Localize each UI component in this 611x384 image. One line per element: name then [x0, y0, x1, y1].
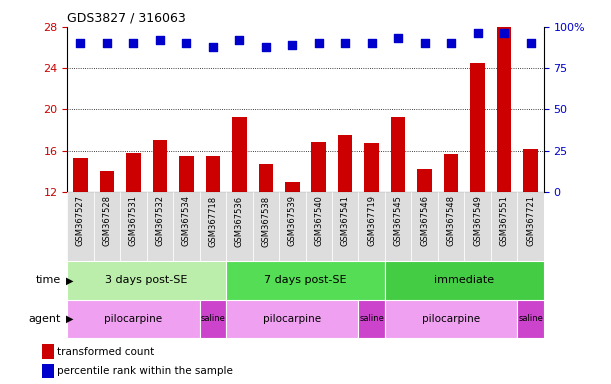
Bar: [279, 192, 306, 261]
Bar: [147, 192, 173, 261]
Point: [208, 44, 218, 50]
Bar: [518, 192, 544, 261]
Text: GSM367721: GSM367721: [526, 195, 535, 247]
Text: saline: saline: [200, 314, 225, 323]
Text: GSM367527: GSM367527: [76, 195, 85, 247]
Bar: [306, 192, 332, 261]
Bar: [444, 154, 458, 192]
Bar: [252, 192, 279, 261]
Point: [181, 40, 191, 46]
Text: GSM367549: GSM367549: [473, 195, 482, 246]
Text: GSM367548: GSM367548: [447, 195, 456, 247]
Point: [128, 40, 138, 46]
Point: [340, 40, 350, 46]
Point: [287, 42, 297, 48]
Bar: [173, 192, 200, 261]
Text: GSM367539: GSM367539: [288, 195, 297, 247]
Bar: [100, 171, 114, 192]
Bar: [73, 158, 88, 192]
Bar: [226, 192, 252, 261]
Point: [473, 30, 483, 36]
Bar: [153, 141, 167, 192]
Text: ▶: ▶: [66, 314, 73, 324]
Bar: [42, 344, 54, 359]
Bar: [205, 156, 220, 192]
Text: ▶: ▶: [66, 275, 73, 285]
Bar: [523, 149, 538, 192]
Text: 3 days post-SE: 3 days post-SE: [106, 275, 188, 285]
Bar: [179, 156, 194, 192]
Bar: [200, 300, 226, 338]
Text: GSM367531: GSM367531: [129, 195, 138, 247]
Text: time: time: [36, 275, 61, 285]
Point: [155, 37, 165, 43]
Text: GSM367528: GSM367528: [103, 195, 111, 247]
Text: GSM367540: GSM367540: [314, 195, 323, 246]
Text: pilocarpine: pilocarpine: [422, 314, 480, 324]
Bar: [332, 192, 359, 261]
Text: saline: saline: [518, 314, 543, 323]
Bar: [359, 300, 385, 338]
Point: [393, 35, 403, 41]
Bar: [126, 153, 141, 192]
Bar: [312, 142, 326, 192]
Text: 7 days post-SE: 7 days post-SE: [264, 275, 347, 285]
Point: [102, 40, 112, 46]
Bar: [285, 182, 299, 192]
Bar: [364, 144, 379, 192]
Text: GSM367536: GSM367536: [235, 195, 244, 247]
Point: [499, 30, 509, 36]
Bar: [42, 364, 54, 378]
Bar: [258, 164, 273, 192]
Text: agent: agent: [29, 314, 61, 324]
Point: [367, 40, 376, 46]
Point: [420, 40, 430, 46]
Text: pilocarpine: pilocarpine: [263, 314, 321, 324]
Bar: [438, 192, 464, 261]
Text: GSM367546: GSM367546: [420, 195, 429, 247]
Bar: [470, 63, 485, 192]
Bar: [67, 300, 200, 338]
Text: GSM367545: GSM367545: [393, 195, 403, 246]
Text: GSM367532: GSM367532: [155, 195, 164, 247]
Text: saline: saline: [359, 314, 384, 323]
Text: transformed count: transformed count: [57, 347, 154, 357]
Point: [446, 40, 456, 46]
Bar: [385, 261, 544, 300]
Bar: [226, 261, 385, 300]
Bar: [359, 192, 385, 261]
Bar: [200, 192, 226, 261]
Bar: [232, 117, 247, 192]
Point: [314, 40, 324, 46]
Point: [235, 37, 244, 43]
Bar: [391, 117, 406, 192]
Text: GSM367538: GSM367538: [262, 195, 270, 247]
Bar: [518, 300, 544, 338]
Bar: [93, 192, 120, 261]
Text: percentile rank within the sample: percentile rank within the sample: [57, 366, 233, 376]
Text: GSM367534: GSM367534: [182, 195, 191, 247]
Bar: [67, 192, 93, 261]
Text: GSM367551: GSM367551: [500, 195, 508, 246]
Bar: [385, 192, 411, 261]
Bar: [338, 135, 353, 192]
Point: [525, 40, 535, 46]
Text: immediate: immediate: [434, 275, 494, 285]
Bar: [464, 192, 491, 261]
Bar: [491, 192, 518, 261]
Point: [261, 44, 271, 50]
Text: GSM367718: GSM367718: [208, 195, 218, 247]
Point: [76, 40, 86, 46]
Bar: [120, 192, 147, 261]
Bar: [497, 25, 511, 192]
Bar: [385, 300, 518, 338]
Text: pilocarpine: pilocarpine: [104, 314, 163, 324]
Bar: [417, 169, 432, 192]
Bar: [411, 192, 438, 261]
Bar: [67, 261, 226, 300]
Text: GDS3827 / 316063: GDS3827 / 316063: [67, 11, 186, 24]
Text: GSM367541: GSM367541: [341, 195, 349, 246]
Bar: [226, 300, 359, 338]
Text: GSM367719: GSM367719: [367, 195, 376, 247]
